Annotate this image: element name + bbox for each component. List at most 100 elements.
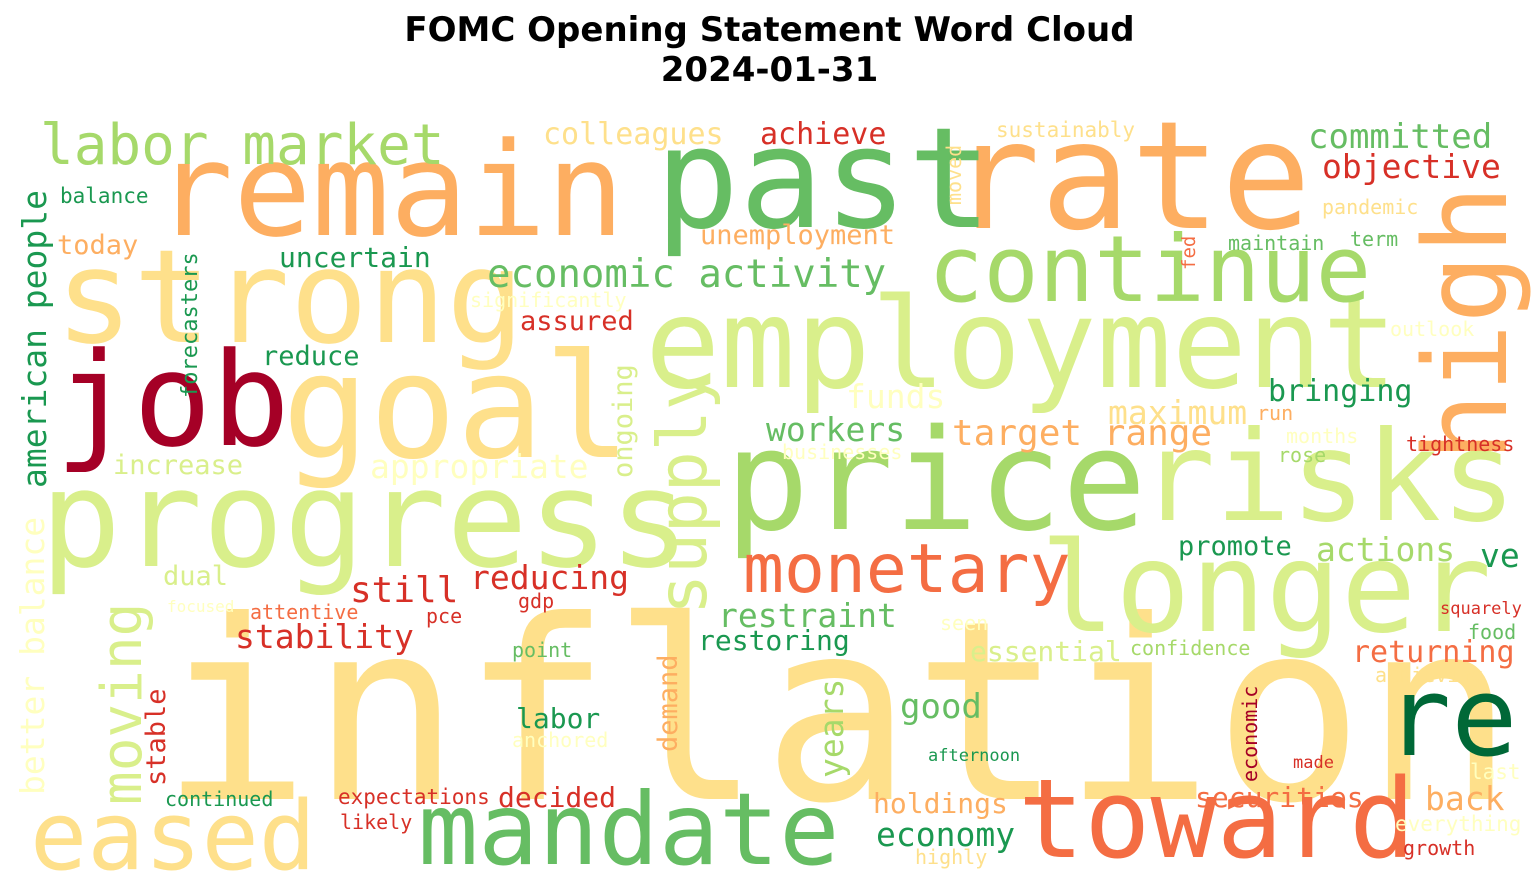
chart-title: FOMC Opening Statement Word Cloud 2024-0…	[0, 10, 1539, 90]
word-tightness: tightness	[1406, 432, 1515, 456]
word-moved: moved	[942, 144, 966, 205]
word-sustainably: sustainably	[996, 118, 1136, 142]
word-rose: rose	[1278, 443, 1327, 467]
word-risks: risks	[1140, 405, 1517, 550]
word-balance: balance	[60, 184, 149, 208]
word-decided: decided	[498, 781, 617, 814]
word-holdings: holdings	[873, 787, 1008, 820]
word-businesses: businesses	[782, 440, 903, 464]
word-stable: stable	[141, 688, 172, 786]
word-supply: supply	[644, 369, 723, 615]
word-fed: fed	[1178, 235, 1200, 270]
word-reducing: reducing	[470, 558, 629, 597]
word-better-balance: better balance	[13, 516, 52, 795]
word-colleagues: colleagues	[543, 117, 724, 152]
word-past: past	[655, 98, 993, 261]
title-line-2: 2024-01-31	[660, 50, 879, 90]
word-good: good	[900, 687, 982, 727]
word-committed: committed	[1308, 117, 1493, 157]
word-seen: seen	[940, 611, 989, 635]
word-point: point	[512, 638, 573, 662]
word-food: food	[1468, 620, 1517, 644]
word-significantly: significantly	[470, 288, 627, 312]
word-achieve: achieve	[760, 117, 887, 152]
word-outlook: outlook	[1390, 317, 1475, 341]
word-pce: pce	[426, 604, 463, 628]
word-essential: essential	[970, 635, 1122, 668]
word-re: re	[1385, 653, 1518, 781]
word-rate: rate	[950, 90, 1312, 264]
word-strong: strong	[55, 221, 525, 373]
word-actions: actions	[1316, 530, 1456, 569]
word-workers: workers	[766, 410, 906, 449]
word-longer: longer	[1040, 516, 1492, 661]
title-line-1: FOMC Opening Statement Word Cloud	[404, 10, 1135, 50]
word-employment: employment	[645, 272, 1398, 417]
word-term: term	[1350, 227, 1399, 251]
word-today: today	[57, 230, 139, 261]
word-unemployment: unemployment	[700, 220, 896, 251]
word-economic: economic	[1238, 685, 1262, 782]
word-maintain: maintain	[1228, 231, 1325, 255]
word-stability: stability	[235, 617, 414, 656]
word-dual: dual	[163, 561, 229, 592]
word-price: price	[725, 400, 1147, 563]
word-continued: continued	[165, 787, 274, 811]
word-ongoing: ongoing	[608, 364, 639, 478]
word-economic-activity: economic activity	[487, 252, 887, 297]
word-toward: toward	[1018, 755, 1416, 883]
word-expectations: expectations	[338, 785, 490, 809]
word-demand: demand	[653, 654, 684, 752]
word-uncertain: uncertain	[279, 241, 431, 274]
word-remain: remain	[155, 114, 625, 266]
word-made: made	[1293, 753, 1334, 773]
word-maximum: maximum	[1108, 393, 1248, 432]
word-growth: growth	[1403, 836, 1476, 860]
word-highly: highly	[915, 845, 988, 869]
word-last: last	[1470, 760, 1521, 784]
word-promote: promote	[1178, 531, 1292, 562]
word-everything: everything	[1395, 812, 1522, 836]
word-restraint: restraint	[718, 596, 897, 635]
word-focused: focused	[167, 597, 235, 616]
word-american-people: american people	[15, 189, 54, 488]
word-funds: funds	[846, 377, 946, 416]
word-achieving: achieving	[1375, 663, 1484, 687]
word-likely: likely	[340, 810, 413, 834]
word-monetary: monetary	[743, 530, 1071, 609]
word-gdp: gdp	[518, 589, 555, 613]
word-squarely: squarely	[1440, 599, 1522, 619]
word-ve: ve	[1480, 536, 1520, 575]
word-securities: securities	[1195, 781, 1364, 814]
word-progress: progress	[40, 441, 691, 598]
word-inflation: inflation	[160, 567, 1515, 858]
word-increase: increase	[113, 450, 244, 481]
word-attentive: attentive	[250, 600, 359, 624]
word-anchored: anchored	[512, 728, 609, 752]
word-restoring: restoring	[698, 624, 850, 657]
word-still: still	[350, 570, 459, 611]
word-years: years	[812, 678, 851, 778]
word-labor-market: labor market	[40, 113, 445, 178]
word-goal: goal	[282, 323, 632, 492]
word-mandate: mandate	[418, 771, 840, 888]
word-afternoon: afternoon	[928, 746, 1021, 766]
word-forecasters: forecasters	[178, 252, 203, 398]
word-labor: labor	[516, 702, 601, 735]
word-appropriate: appropriate	[370, 447, 589, 486]
word-back: back	[1425, 779, 1505, 818]
word-months: months	[1286, 424, 1359, 448]
word-pandemic: pandemic	[1322, 195, 1419, 219]
word-returning: returning	[1352, 635, 1515, 670]
word-reduce: reduce	[262, 341, 360, 372]
word-run: run	[1257, 401, 1294, 425]
word-target-range: target range	[952, 413, 1213, 454]
word-economy: economy	[876, 815, 1016, 854]
word-objective: objective	[1322, 147, 1501, 186]
word-job: job	[55, 324, 290, 476]
word-eased: eased	[30, 782, 316, 892]
word-assured: assured	[520, 306, 634, 337]
word-bringing: bringing	[1268, 374, 1413, 409]
word-continue: continue	[928, 216, 1372, 323]
